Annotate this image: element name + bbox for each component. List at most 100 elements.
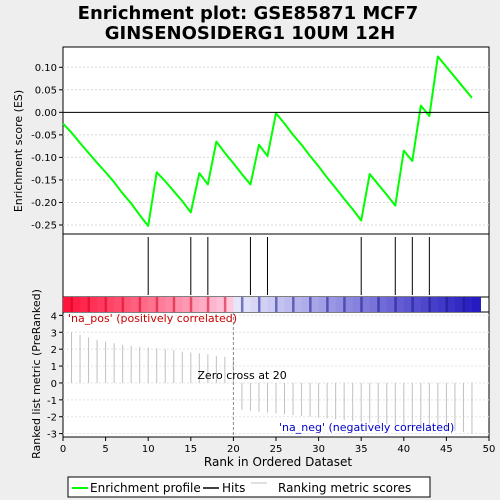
x-axis-ticks: 0 5 10 15 20 25 30 35 40 45 50 xyxy=(60,437,496,455)
colorbar-stripe xyxy=(343,297,346,312)
colorbar-segment xyxy=(463,297,473,312)
colorbar-segment xyxy=(318,297,328,312)
colorbar-segment xyxy=(207,297,217,312)
colorbar-segment xyxy=(63,297,73,312)
colorbar-segment xyxy=(88,297,98,312)
colorbar-segment xyxy=(437,297,447,312)
x-tick-label: 30 xyxy=(312,444,325,455)
colorbar-segment xyxy=(310,297,320,312)
es-tick-label: 0.10 xyxy=(35,63,57,74)
colorbar-stripe xyxy=(155,297,159,312)
es-axis-label: Enrichment score (ES) xyxy=(12,90,25,212)
legend: Enrichment profile Hits Ranking metric s… xyxy=(67,476,431,498)
colorbar-segment xyxy=(395,297,405,312)
colorbar-segment xyxy=(267,297,277,312)
colorbar-segment xyxy=(369,297,379,312)
colorbar-segment xyxy=(216,297,226,312)
x-tick-label: 20 xyxy=(227,444,240,455)
es-curve-line xyxy=(62,55,473,227)
x-tick-label: 25 xyxy=(270,444,283,455)
metric-axis-label: Ranked list metric (PreRanked) xyxy=(30,289,43,459)
pos-correlated-label: 'na_pos' (positively correlated) xyxy=(68,312,237,325)
legend-metric-label: Ranking metric scores xyxy=(278,481,411,495)
x-tick-label: 5 xyxy=(102,444,108,455)
es-tick-label: -0.25 xyxy=(31,220,57,231)
colorbar-segment xyxy=(97,297,107,312)
colorbar-stripe xyxy=(257,297,261,312)
colorbar-segment xyxy=(80,297,90,312)
colorbar-stripe xyxy=(411,297,414,312)
hits-panel xyxy=(62,233,490,298)
metric-tick-label: -3 xyxy=(47,430,57,441)
colorbar-segment xyxy=(71,297,81,312)
colorbar-stripe xyxy=(138,297,142,312)
colorbar-stripe xyxy=(87,297,91,312)
colorbar-segment xyxy=(446,297,456,312)
colorbar-segment xyxy=(131,297,141,312)
colorbar-segment xyxy=(258,297,268,312)
colorbar-stripe xyxy=(240,297,244,312)
colorbar-segment xyxy=(361,297,371,312)
colorbar-segment xyxy=(241,297,251,312)
colorbar-stripe xyxy=(104,297,108,312)
metric-axis-ticks: 4 3 2 1 0 -1 -2 -3 xyxy=(47,311,63,441)
colorbar-stripe xyxy=(462,297,465,312)
metric-tick-label: 2 xyxy=(51,345,57,356)
metric-tick-label: 4 xyxy=(51,311,57,322)
colorbar-segment xyxy=(327,297,337,312)
colorbar-segment xyxy=(250,297,260,312)
colorbar-segment xyxy=(352,297,362,312)
legend-box xyxy=(67,476,431,498)
metric-tick-label: 1 xyxy=(51,362,57,373)
x-tick-label: 0 xyxy=(60,444,66,455)
colorbar-segment xyxy=(105,297,115,312)
x-tick-label: 40 xyxy=(397,444,410,455)
colorbar-segment xyxy=(156,297,166,312)
colorbar-segment xyxy=(301,297,311,312)
colorbar-stripe xyxy=(326,297,329,312)
metric-panel xyxy=(62,311,490,438)
colorbar-segment xyxy=(199,297,209,312)
chart-title-line1: Enrichment plot: GSE85871 MCF7 xyxy=(78,3,419,24)
colorbar-segment xyxy=(335,297,345,312)
colorbar-segment xyxy=(182,297,192,312)
colorbar-segment xyxy=(173,297,183,312)
colorbar-stripe xyxy=(309,297,312,312)
zero-cross-label: Zero cross at 20 xyxy=(197,369,286,382)
colorbar-stripe xyxy=(292,297,295,312)
colorbar-stripe xyxy=(360,297,363,312)
es-tick-label: -0.10 xyxy=(31,153,57,164)
legend-hits-label: Hits xyxy=(222,481,245,495)
colorbar-segment xyxy=(233,297,243,312)
legend-es-label: Enrichment profile xyxy=(90,481,201,495)
es-panel xyxy=(62,46,490,235)
colorbar-segment xyxy=(429,297,439,312)
colorbar-segment xyxy=(293,297,303,312)
x-axis-label: Rank in Ordered Dataset xyxy=(204,455,352,469)
rank-colorbar xyxy=(63,297,481,312)
x-tick-label: 50 xyxy=(483,444,496,455)
colorbar-segment xyxy=(386,297,396,312)
hit-lines xyxy=(147,237,430,295)
es-axis-ticks: 0.10 0.05 0.00 -0.05 -0.10 -0.15 -0.20 -0.25 xyxy=(31,63,63,231)
metric-tick-label: -1 xyxy=(47,396,57,407)
metric-tick-label: -2 xyxy=(47,413,57,424)
es-tick-label: 0.00 xyxy=(35,108,57,119)
colorbar-stripe xyxy=(189,297,193,312)
colorbar-segment xyxy=(344,297,354,312)
colorbar-stripe xyxy=(275,297,278,312)
colorbar-segment xyxy=(122,297,132,312)
colorbar-stripe xyxy=(206,297,210,312)
colorbar-stripe xyxy=(70,297,74,312)
colorbar-segment xyxy=(190,297,200,312)
colorbar-stripe xyxy=(121,297,125,312)
colorbar-segment xyxy=(139,297,149,312)
colorbar-segment xyxy=(165,297,175,312)
colorbar-stripe xyxy=(394,297,397,312)
x-tick-label: 45 xyxy=(440,444,453,455)
x-tick-label: 35 xyxy=(355,444,368,455)
colorbar-segment xyxy=(284,297,294,312)
es-tick-label: 0.05 xyxy=(35,85,57,96)
colorbar-segment xyxy=(378,297,388,312)
